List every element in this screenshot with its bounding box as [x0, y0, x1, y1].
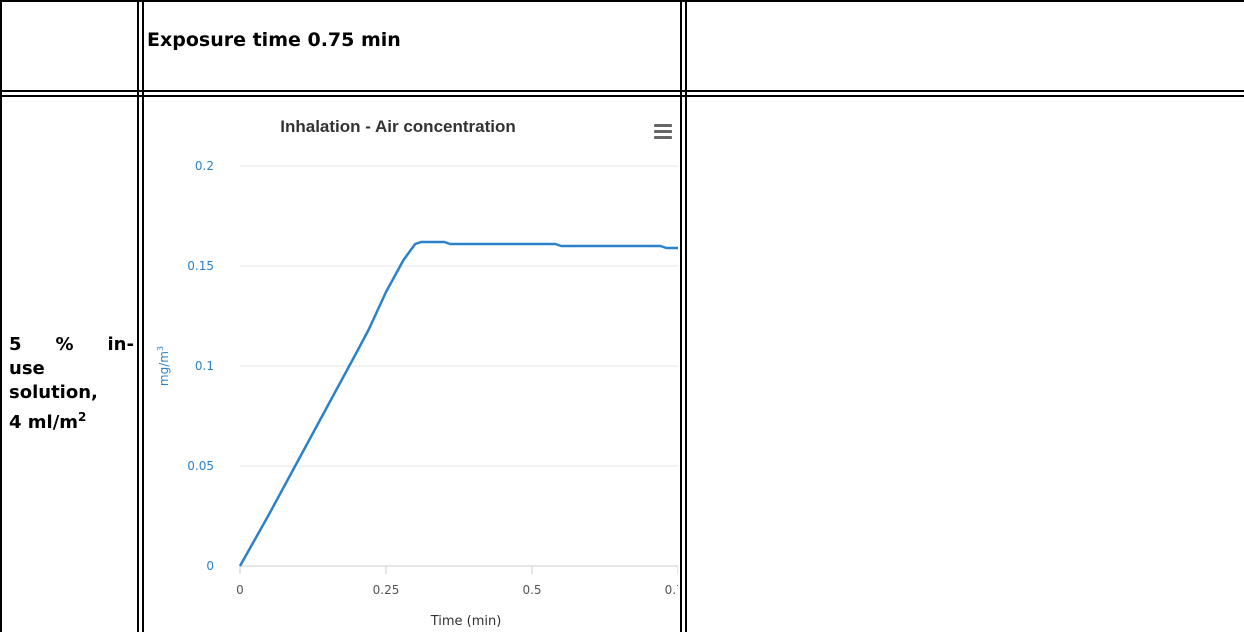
row-label-word: in- — [107, 334, 134, 355]
table-border-left — [0, 0, 2, 632]
x-tick-label: 0.5 — [522, 583, 541, 597]
row-label: 5 % in- use solution, 4 ml/m2 — [9, 333, 134, 435]
row-label-line-1: 5 % in- — [9, 333, 134, 357]
x-tick-label: 0.75 — [665, 583, 678, 597]
y-tick-label: 0.2 — [195, 159, 214, 173]
y-axis-ticks: 0 0.05 0.1 0.15 0.2 — [187, 159, 214, 573]
table-col-divider-2b — [685, 0, 687, 632]
table-border-top — [0, 0, 1244, 2]
table-row-divider-b — [0, 95, 1244, 97]
air-concentration-chart: Inhalation - Air concentration 00.050.10… — [156, 117, 678, 629]
chart-title: Inhalation - Air concentration — [280, 117, 516, 136]
row-label-word: 5 — [9, 334, 22, 355]
x-axis-label: Time (min) — [430, 614, 502, 629]
row-label-unit: 4 ml/m — [9, 412, 79, 433]
row-label-line-2: use — [9, 358, 45, 379]
y-axis-label-exponent: 3 — [156, 346, 165, 351]
y-axis-label: mg/m3 — [156, 346, 171, 386]
y-tick-label: 0.1 — [195, 359, 214, 373]
hamburger-menu-icon[interactable] — [654, 124, 672, 139]
series-line — [238, 240, 678, 567]
y-tick-label: 0 — [206, 559, 214, 573]
row-label-word: % — [55, 334, 74, 355]
row-label-unit-exponent: 2 — [78, 410, 87, 424]
x-axis-ticks: 0 0.25 0.5 0.75 — [236, 566, 678, 597]
x-tick-label: 0.25 — [373, 583, 400, 597]
table-col-divider-1a — [137, 0, 139, 632]
table-col-divider-2a — [680, 0, 682, 632]
row-label-line-4: 4 ml/m2 — [9, 405, 134, 435]
table-col-divider-1b — [142, 0, 144, 632]
y-tick-label: 0.15 — [187, 259, 214, 273]
chart-gridlines — [240, 165, 678, 567]
y-tick-label: 0.05 — [187, 459, 214, 473]
y-axis-label-unit: mg/m — [157, 351, 171, 386]
x-tick-label: 0 — [236, 583, 244, 597]
row-label-line-3: solution, — [9, 382, 98, 403]
exposure-time-header: Exposure time 0.75 min — [147, 29, 401, 51]
table-row-divider-a — [0, 90, 1244, 92]
